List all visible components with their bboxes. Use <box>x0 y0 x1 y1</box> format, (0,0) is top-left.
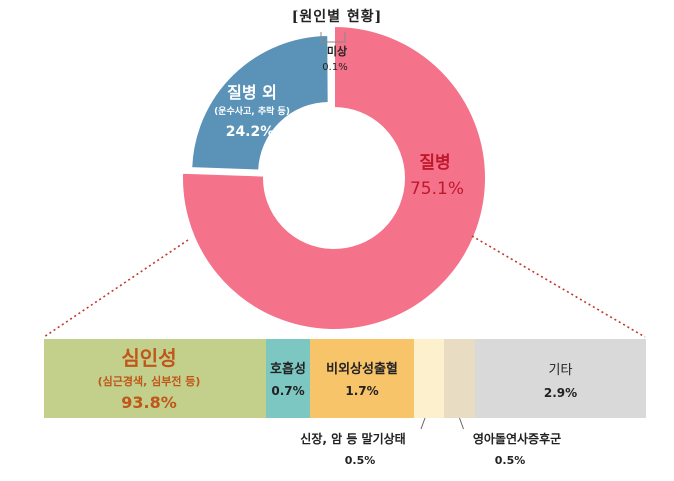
donut-slice-1 <box>190 33 330 172</box>
donut-slice-0 <box>181 24 487 331</box>
leader-terminal <box>420 417 426 430</box>
bar-label-respiratory-name: 호흡성 <box>270 361 306 377</box>
unknown-callout-line <box>320 32 346 43</box>
chart-title: [원인별 현황] <box>291 9 383 25</box>
slice-label-disease-value: 75.1% <box>410 179 464 199</box>
bar-label-terminal-value: 0.5% <box>345 454 376 467</box>
connector-left <box>43 239 189 338</box>
bar-segment-3 <box>414 339 444 418</box>
bar-label-sids-name: 영아돌연사증후군 <box>473 431 561 446</box>
bar-segment-1 <box>266 339 310 418</box>
bar-label-cardiac-name: 심인성 <box>121 346 176 370</box>
donut-chart <box>181 24 487 331</box>
bar-label-hemorrhage-value: 1.7% <box>345 384 378 398</box>
bar-label-hemorrhage-name: 비외상성출혈 <box>326 361 398 377</box>
chart-labels: 질병 75.1% 질병 외 (운수사고, 추락 등) 24.2% 미상 0.1% 심인성 (심근… <box>98 32 577 467</box>
slice-label-unknown-name: 미상 <box>327 44 347 58</box>
bar-label-cardiac-note: (심근경색, 심부전 등) <box>98 374 201 388</box>
slice-label-nondisease-note: (운수사고, 추락 등) <box>214 105 290 117</box>
bar-label-sids-value: 0.5% <box>495 454 526 467</box>
stacked-bar <box>44 339 646 418</box>
slice-label-nondisease-value: 24.2% <box>226 124 275 140</box>
slice-label-disease-name: 질병 <box>419 152 450 173</box>
slice-label-nondisease-name: 질병 외 <box>227 83 277 102</box>
bar-segment-2 <box>310 339 414 418</box>
connector-right <box>471 235 646 338</box>
bar-label-terminal-name: 신장, 암 등 말기상태 <box>300 431 405 446</box>
bar-label-respiratory-value: 0.7% <box>271 384 304 398</box>
donut-slice-2 <box>332 24 335 106</box>
bar-segment-0 <box>44 339 266 418</box>
connector-lines <box>43 235 646 338</box>
slice-label-unknown-value: 0.1% <box>322 62 347 73</box>
bar-label-other-name: 기타 <box>549 363 573 378</box>
bar-segment-4 <box>444 339 475 418</box>
bar-label-cardiac-value: 93.8% <box>121 393 177 412</box>
bar-segment-5 <box>475 339 646 418</box>
bar-label-other-value: 2.9% <box>544 386 577 400</box>
leader-sids <box>459 417 464 430</box>
